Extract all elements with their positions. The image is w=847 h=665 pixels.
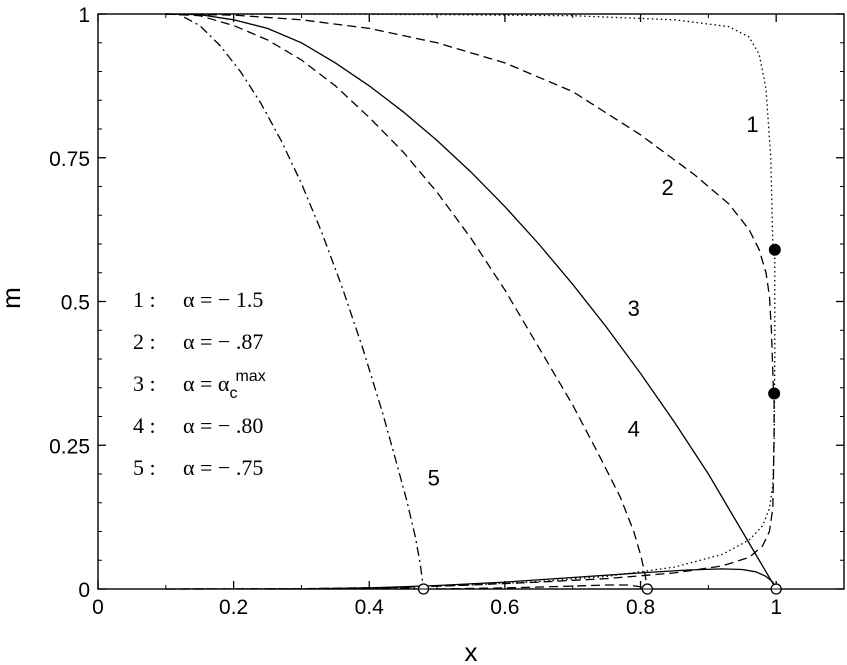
tick-labels: 0 0.2 0.4 0.6 0.8 1 0 0.25 0.5 0.75 1	[49, 4, 782, 619]
legend-alpha-value: α = − 1.5	[183, 287, 263, 312]
series-3-upper-line	[165, 13, 777, 590]
filled-point-marker	[768, 387, 781, 400]
y-tick-label: 0.25	[49, 435, 90, 458]
legend-number: 3 :	[133, 371, 156, 396]
legend-alpha-subscript: c	[229, 385, 237, 402]
x-tick-label: 0.6	[490, 596, 519, 619]
x-tick-label: 0.2	[219, 596, 248, 619]
y-axis-title: m	[0, 287, 26, 309]
legend-alpha: α = − .87	[183, 329, 263, 354]
series-5-upper-line	[165, 13, 425, 590]
x-axis-title: x	[465, 637, 478, 665]
filled-point-marker	[768, 243, 781, 256]
x-tick-label: 0.8	[626, 596, 655, 619]
legend-alpha-value: α = − .80	[183, 413, 263, 438]
series-2-upper-line	[165, 13, 775, 394]
x-tick-label: 0.4	[355, 596, 385, 619]
legend-number: 2 :	[133, 329, 156, 354]
legend-alpha: α = − .80	[183, 413, 263, 438]
legend-alpha-value: α = α	[183, 371, 230, 396]
curve-label-1: 1	[746, 112, 758, 137]
legend-number: 4 :	[133, 413, 156, 438]
series-4-upper-line	[165, 13, 648, 590]
curve-label-5: 5	[428, 466, 440, 491]
tick-marks	[97, 13, 844, 590]
legend-alpha: α = αcmax	[183, 368, 266, 402]
x-tick-label: 1	[770, 596, 782, 619]
legend-alpha-value: α = − .87	[183, 329, 263, 354]
legend-number: 1 :	[133, 287, 156, 312]
series-3-lower-line	[301, 568, 777, 590]
series-5-lower-line	[267, 587, 424, 590]
markers	[417, 243, 782, 595]
series-4-lower-line	[437, 584, 648, 590]
x-tick-label: 0	[92, 596, 104, 619]
legend-number: 5 :	[133, 455, 156, 480]
legend-alpha-value: α = − .75	[183, 455, 263, 480]
series-1-upper-line	[165, 13, 774, 245]
y-tick-label: 0.75	[49, 148, 90, 171]
y-tick-label: 0	[78, 579, 90, 602]
curve-label-2: 2	[662, 175, 674, 200]
legend-alpha-superscript: max	[235, 368, 265, 385]
y-tick-label: 1	[78, 4, 90, 27]
curve-label-4: 4	[628, 417, 640, 442]
curve-labels: 1 2 3 4 5	[428, 112, 759, 491]
legend-alpha: α = − 1.5	[183, 287, 263, 312]
legend: 1 : α = − 1.5 2 : α = − .87 3 : α = αcmax 4 : α…	[133, 287, 266, 480]
legend-alpha: α = − .75	[183, 455, 263, 480]
curves	[165, 13, 777, 590]
y-tick-label: 0.5	[61, 292, 90, 315]
curve-label-3: 3	[628, 296, 640, 321]
